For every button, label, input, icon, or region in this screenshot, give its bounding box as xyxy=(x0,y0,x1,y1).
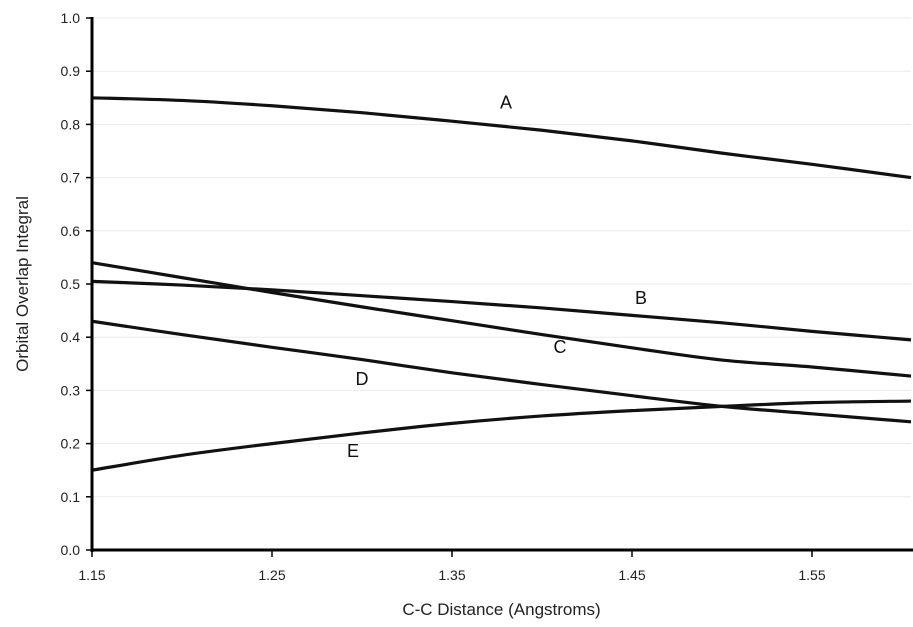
series-line-c xyxy=(91,261,912,378)
grid-lines xyxy=(92,17,911,498)
y-tick-label: 0.2 xyxy=(61,436,81,452)
y-tick-label: 1.0 xyxy=(61,10,81,26)
series-label-c: C xyxy=(554,337,567,357)
y-tick-label: 0.6 xyxy=(61,223,81,239)
x-tick-label: 1.25 xyxy=(258,567,285,583)
y-tick-label: 0.5 xyxy=(61,276,81,292)
x-tick-label: 1.35 xyxy=(438,567,465,583)
x-tick-label: 1.55 xyxy=(798,567,825,583)
series-lines xyxy=(91,96,912,472)
y-tick-label: 0.0 xyxy=(61,542,81,558)
series-label-e: E xyxy=(347,441,359,461)
series-line-a xyxy=(91,96,912,180)
x-tick-labels: 1.15 1.25 1.35 1.45 1.55 xyxy=(78,567,825,583)
y-tick-label: 0.1 xyxy=(61,489,81,505)
series-label-d: D xyxy=(356,369,369,389)
series-line-d xyxy=(91,319,912,424)
y-tick-label: 0.8 xyxy=(61,116,81,132)
series-label-a: A xyxy=(500,92,512,112)
y-tick-label: 0.4 xyxy=(61,329,81,345)
series-labels: A B C D E xyxy=(347,92,647,460)
series-line-e xyxy=(91,399,912,472)
series-line-b xyxy=(91,279,912,342)
y-tick-labels: 0.0 0.1 0.2 0.3 0.4 0.5 0.6 0.7 0.8 0.9 1.0 xyxy=(61,10,81,558)
x-tick-label: 1.45 xyxy=(618,567,645,583)
y-tick-label: 0.9 xyxy=(61,63,81,79)
y-tick-label: 0.7 xyxy=(61,170,81,186)
series-label-b: B xyxy=(635,288,647,308)
axes xyxy=(86,17,913,557)
y-tick-label: 0.3 xyxy=(61,382,81,398)
x-tick-label: 1.15 xyxy=(78,567,105,583)
x-axis-title: C-C Distance (Angstroms) xyxy=(402,600,600,619)
y-axis-title: Orbital Overlap Integral xyxy=(13,196,32,372)
